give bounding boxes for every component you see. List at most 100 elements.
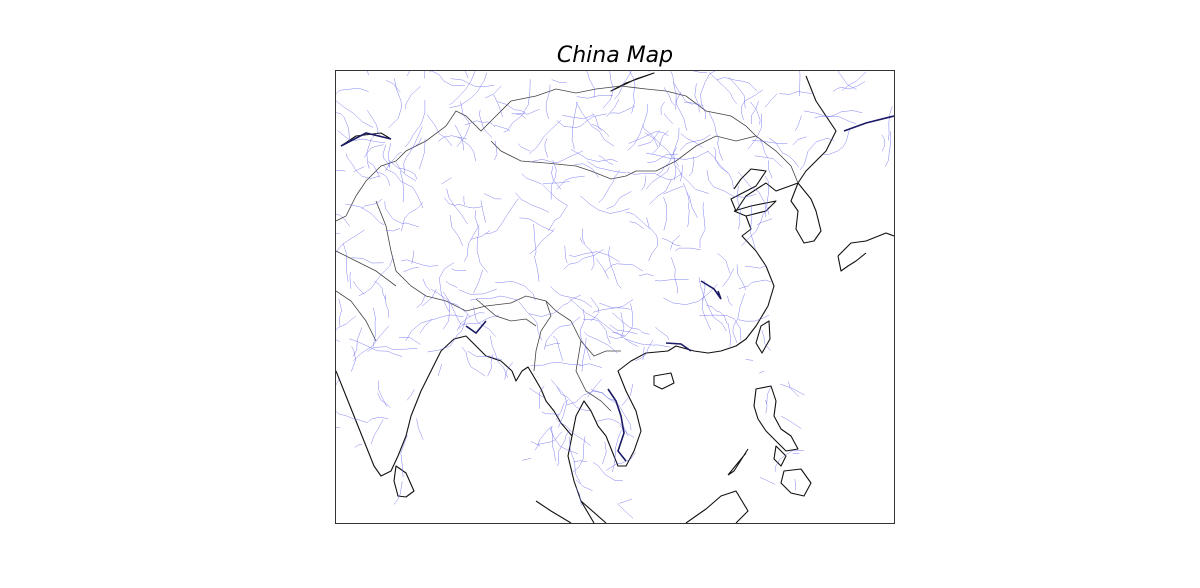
river-segment xyxy=(467,350,502,360)
river-segment xyxy=(881,134,885,152)
river-segment xyxy=(336,233,340,234)
river-segment xyxy=(548,206,568,231)
map-svg xyxy=(336,71,894,523)
river-segment xyxy=(692,71,708,73)
river-segment xyxy=(429,71,432,73)
river-segment xyxy=(442,291,450,330)
river-segment xyxy=(768,160,773,179)
river-segment xyxy=(670,71,677,110)
river-segment xyxy=(629,71,636,114)
river-segment xyxy=(619,498,632,504)
river-segment xyxy=(774,450,805,472)
river-segment xyxy=(699,314,741,341)
river-segment xyxy=(443,197,482,209)
river-segment xyxy=(378,380,388,407)
river-segment xyxy=(563,249,604,270)
river-segment xyxy=(403,126,423,174)
coastlines xyxy=(336,72,894,523)
river-segment xyxy=(422,279,431,291)
river-segment xyxy=(580,195,630,214)
river-segment xyxy=(557,429,570,467)
river-segment xyxy=(549,428,578,455)
river-segment xyxy=(518,143,531,152)
river-segment xyxy=(368,417,389,422)
river-segment xyxy=(602,441,607,465)
river-segment xyxy=(550,160,557,200)
river-segment xyxy=(709,72,737,104)
river-segment xyxy=(461,314,499,325)
coastline-india-east xyxy=(361,335,513,477)
river-segment xyxy=(493,94,504,118)
coastline-north xyxy=(610,72,655,92)
river-segment xyxy=(449,71,476,106)
river-segment xyxy=(745,359,754,361)
river-segment xyxy=(584,331,618,354)
river-segment xyxy=(406,71,411,77)
river-segment xyxy=(464,71,469,79)
river-segment xyxy=(367,346,418,352)
coastline-shandong xyxy=(733,200,777,217)
coastline-india-west xyxy=(336,370,363,437)
border-nepal xyxy=(475,298,537,327)
river-segment xyxy=(497,101,526,113)
river-segment xyxy=(706,169,757,198)
river-segment xyxy=(519,217,554,232)
river-segment xyxy=(552,335,564,361)
river-segment xyxy=(385,228,400,232)
river-segment xyxy=(403,266,419,273)
river-segment xyxy=(583,319,611,345)
river-yangtze-lower xyxy=(700,280,722,300)
river-segment xyxy=(727,295,733,306)
river-segment xyxy=(612,427,625,473)
river-segment xyxy=(596,418,628,436)
river-segment xyxy=(398,337,421,345)
river-segment xyxy=(736,185,741,230)
river-segment xyxy=(458,313,468,329)
river-segment xyxy=(393,481,403,505)
river-segment xyxy=(751,101,759,125)
river-segment xyxy=(416,294,426,308)
river-segment xyxy=(411,137,422,149)
river-segment xyxy=(794,115,802,132)
river-segment xyxy=(427,321,466,353)
river-segment xyxy=(474,210,488,273)
river-segment xyxy=(463,196,465,205)
river-segment xyxy=(722,268,735,287)
map-frame xyxy=(335,70,895,524)
river-segment xyxy=(461,346,486,377)
river-segment xyxy=(557,420,591,446)
river-segment xyxy=(754,155,783,168)
river-segment xyxy=(756,218,773,226)
river-segment xyxy=(450,78,495,88)
river-segment xyxy=(405,86,421,110)
coastline-mindanao xyxy=(780,468,812,497)
river-segment xyxy=(792,453,800,455)
river-segment xyxy=(575,101,615,147)
river-segment xyxy=(638,273,654,277)
river-segment xyxy=(529,228,555,255)
river-segment xyxy=(626,171,673,180)
river-segment xyxy=(345,203,385,226)
river-segment xyxy=(635,339,654,362)
river-segment xyxy=(612,312,650,335)
river-segment xyxy=(706,304,728,325)
coastline-northwest xyxy=(340,132,392,147)
river-segment xyxy=(641,175,647,191)
river-mekong xyxy=(607,388,627,462)
river-segment xyxy=(384,201,420,228)
river-segment xyxy=(738,314,770,322)
river-segment xyxy=(564,245,568,264)
river-segment xyxy=(336,339,341,343)
border-india-west xyxy=(336,290,377,342)
river-segment xyxy=(614,71,632,100)
river-amur xyxy=(843,115,894,132)
river-segment xyxy=(345,153,380,179)
river-segment xyxy=(673,81,693,105)
river-segment xyxy=(544,316,581,350)
river-segment xyxy=(451,268,467,271)
river-segment xyxy=(625,338,671,348)
river-segment xyxy=(579,309,591,361)
river-segment xyxy=(551,379,567,428)
border-korea xyxy=(755,135,799,184)
border-pakistan xyxy=(336,250,397,287)
